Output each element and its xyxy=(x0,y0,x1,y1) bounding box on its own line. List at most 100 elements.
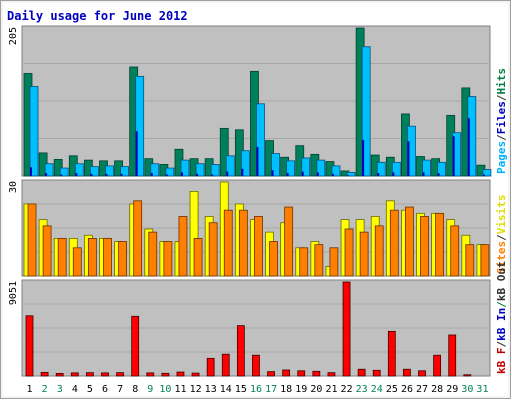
bar-files-day-21 xyxy=(331,165,341,177)
bar-sites-day-5 xyxy=(87,237,97,277)
x-tick-label-day-17: 17 xyxy=(265,384,277,395)
bar-kbf-day-6 xyxy=(101,372,109,377)
bar-pages-day-14 xyxy=(226,171,229,176)
legend-segment: Pages xyxy=(495,141,508,174)
bar-files-day-23 xyxy=(361,46,371,177)
bar-sites-day-6 xyxy=(103,237,112,277)
bar-kbf-day-15 xyxy=(236,325,245,377)
bar-pages-day-28 xyxy=(437,173,440,176)
bar-sites-day-15 xyxy=(238,209,248,277)
bar-hits-day-14 xyxy=(219,127,229,177)
bar-sites-day-1 xyxy=(27,203,37,277)
bar-kbf-day-24 xyxy=(372,369,381,377)
bar-files-day-7 xyxy=(120,166,129,177)
bar-sites-day-28 xyxy=(435,212,445,277)
bevel-light xyxy=(1,1,510,398)
x-tick-label-day-16: 16 xyxy=(250,384,262,395)
bar-sites-day-26 xyxy=(405,206,414,277)
bar-pages-day-8 xyxy=(135,131,138,176)
bar-pages-day-9 xyxy=(150,173,153,176)
bar-pages-day-21 xyxy=(331,173,334,176)
bar-kbf-day-10 xyxy=(161,372,170,377)
bar-files-day-2 xyxy=(44,163,54,177)
bar-pages-day-16 xyxy=(256,147,259,176)
bar-pages-day-1 xyxy=(30,167,32,176)
bar-files-day-20 xyxy=(316,159,326,177)
bar-pages-day-15 xyxy=(241,168,244,176)
bar-sites-day-11 xyxy=(178,216,188,277)
bar-sites-day-12 xyxy=(193,237,203,277)
bar-files-day-27 xyxy=(422,159,431,177)
bar-kbf-day-17 xyxy=(267,371,275,377)
x-tick-label-day-1: 1 xyxy=(27,384,33,395)
bar-files-day-25 xyxy=(391,161,401,177)
bar-sites-day-16 xyxy=(254,216,263,277)
bar-sites-day-4 xyxy=(72,247,82,277)
legend-segment: Visits xyxy=(495,195,508,235)
bar-files-day-19 xyxy=(301,157,311,177)
x-tick-label-day-10: 10 xyxy=(159,384,171,395)
kbytes-legend-label: kB F/kB In/kB Out xyxy=(495,261,508,374)
bar-kbf-day-1 xyxy=(25,315,34,377)
bar-pages-day-7 xyxy=(120,173,123,176)
bar-kbf-day-21 xyxy=(327,372,336,377)
bar-kbf-day-8 xyxy=(131,315,140,377)
bar-sites-day-30 xyxy=(465,244,475,277)
bar-files-day-16 xyxy=(256,103,265,177)
bar-pages-day-6 xyxy=(105,173,108,176)
x-tick-label-day-18: 18 xyxy=(280,384,292,395)
x-tick-label-day-30: 30 xyxy=(461,384,473,395)
bar-sites-day-20 xyxy=(314,244,324,277)
bar-sites-day-10 xyxy=(163,241,173,277)
x-tick-label-day-28: 28 xyxy=(431,384,443,395)
bar-files-day-14 xyxy=(225,155,235,177)
bar-files-day-4 xyxy=(74,163,84,177)
x-tick-label-day-12: 12 xyxy=(190,384,202,395)
bar-pages-day-13 xyxy=(211,174,214,176)
x-tick-label-day-2: 2 xyxy=(42,384,48,395)
bar-pages-day-30 xyxy=(467,118,470,176)
bar-kbf-day-7 xyxy=(116,372,124,377)
legend-segment: kB Out xyxy=(495,261,508,301)
x-tick-label-day-24: 24 xyxy=(371,384,383,395)
x-tick-label-day-25: 25 xyxy=(386,384,398,395)
bar-pages-day-18 xyxy=(286,173,289,176)
bar-kbf-day-11 xyxy=(176,371,185,377)
bar-kbf-day-19 xyxy=(297,370,306,377)
bar-files-day-12 xyxy=(195,163,205,177)
bar-sites-day-13 xyxy=(208,222,218,277)
bar-pages-day-20 xyxy=(316,172,319,176)
bar-pages-day-27 xyxy=(422,172,425,176)
bar-files-day-9 xyxy=(150,163,160,177)
bar-files-day-31 xyxy=(482,169,492,177)
bar-files-day-24 xyxy=(376,161,386,177)
bar-kbf-day-28 xyxy=(433,354,442,377)
x-tick-label-day-19: 19 xyxy=(295,384,307,395)
bar-kbf-day-3 xyxy=(55,373,64,377)
bar-files-day-18 xyxy=(286,160,296,177)
chart-title: Daily usage for June 2012 xyxy=(7,9,188,23)
hits-files-pages-ymax-label: 205 xyxy=(8,27,19,45)
bar-kbf-day-12 xyxy=(191,372,200,377)
legend-segment: / xyxy=(495,341,508,348)
bar-sites-day-25 xyxy=(389,209,399,277)
bar-sites-day-3 xyxy=(57,237,67,277)
bar-sites-day-2 xyxy=(42,225,52,277)
bar-pages-day-3 xyxy=(60,174,63,176)
hits-files-pages-legend-label: Pages/Files/Hits xyxy=(495,68,508,174)
visits-sites-legend-label: Sites/Visits xyxy=(495,195,508,275)
bar-files-day-10 xyxy=(165,167,175,177)
bar-sites-day-9 xyxy=(148,231,158,277)
bar-files-day-13 xyxy=(210,164,220,177)
x-tick-label-day-8: 8 xyxy=(132,384,138,395)
bar-kbf-day-25 xyxy=(387,330,396,377)
x-tick-label-day-20: 20 xyxy=(310,384,322,395)
x-tick-label-day-13: 13 xyxy=(205,384,217,395)
bar-sites-day-19 xyxy=(299,247,309,277)
bar-kbf-day-16 xyxy=(252,354,260,377)
bar-sites-day-22 xyxy=(344,228,354,277)
bar-kbf-day-14 xyxy=(221,353,230,377)
legend-segment: Files xyxy=(495,101,508,134)
bar-kbf-day-29 xyxy=(448,334,457,377)
